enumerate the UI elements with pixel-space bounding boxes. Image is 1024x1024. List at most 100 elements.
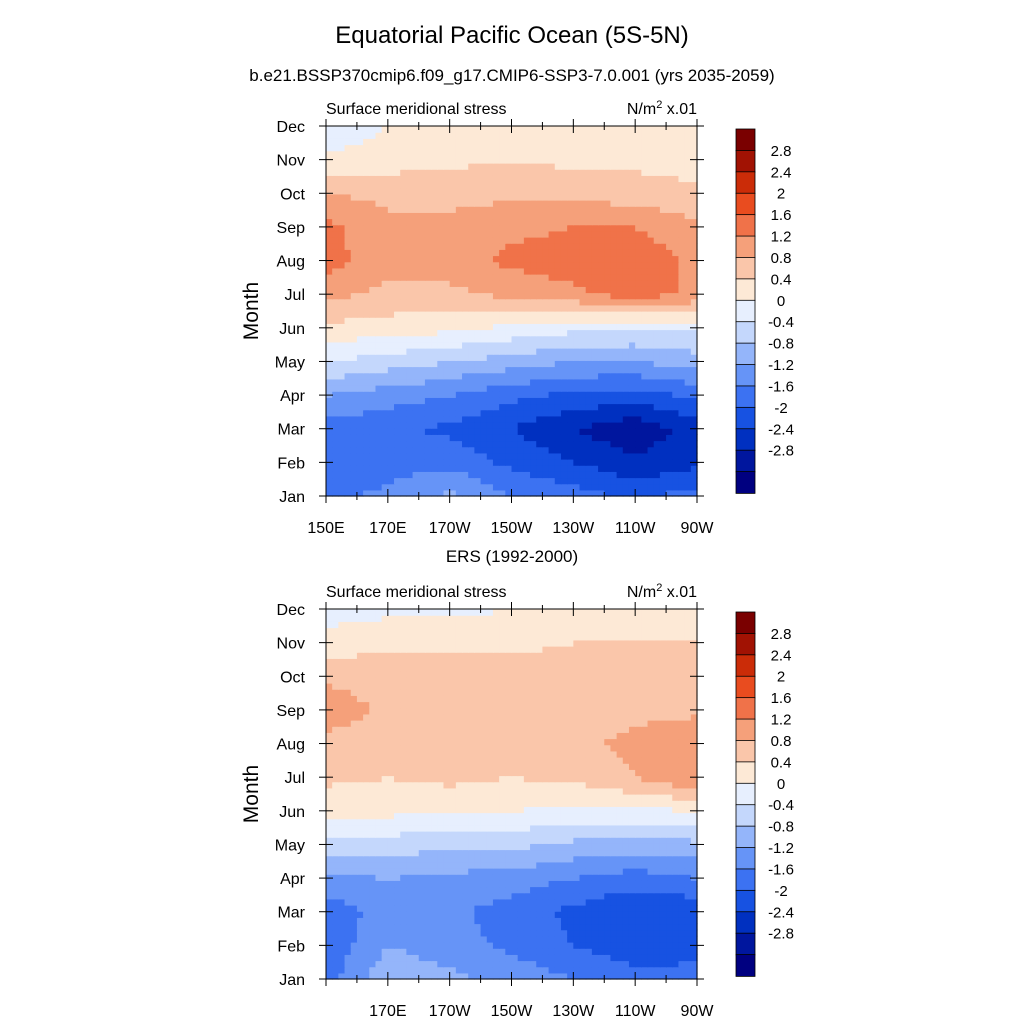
panel-2-heading: ERS (1992-2000) (445, 547, 579, 566)
y-tick-label: Apr (280, 388, 306, 405)
colorbar-label: 2.8 (771, 143, 792, 160)
y-tick-label: Oct (280, 669, 305, 686)
y-tick-label: Jul (285, 287, 305, 304)
units-string: N/m2 x.01 (627, 582, 697, 601)
x-tick-label: 110W (615, 1003, 657, 1020)
y-tick-label: Sep (277, 703, 306, 720)
colorbar-label: -2 (774, 400, 787, 417)
colorbar-label: -0.8 (768, 336, 794, 353)
y-tick-label: Jan (279, 972, 305, 989)
y-tick-label: Jun (279, 321, 305, 338)
y-tick-label: Dec (277, 119, 305, 136)
colorbar-swatch (735, 633, 756, 656)
colorbar-label: -1.6 (768, 378, 794, 395)
colorbar-label: -1.2 (768, 840, 794, 857)
field-2 (326, 609, 698, 980)
colorbar-label: 1.6 (771, 207, 792, 224)
x-tick-label: 150W (491, 1003, 534, 1020)
y-axis-title: Month (240, 765, 263, 823)
x-tick-label: 170E (369, 520, 406, 537)
colorbar-label: 0.8 (771, 250, 792, 267)
y-tick-label: Jun (279, 804, 305, 821)
x-tick-label: 110W (615, 520, 657, 537)
field-1 (326, 126, 698, 497)
colorbar-label: -2.4 (768, 421, 794, 438)
x-tick-label: 170W (429, 520, 472, 537)
colorbar-label: 1.6 (771, 690, 792, 707)
colorbar-swatch (735, 868, 756, 892)
colorbar-label: -2.4 (768, 904, 794, 921)
figure-subtitle: b.e21.BSSP370cmip6.f09_g17.CMIP6-SSP3-7.… (249, 66, 775, 85)
x-tick-label: 130W (552, 1003, 595, 1020)
colorbar-label: -2.8 (768, 926, 794, 943)
colorbar-label: 2.4 (771, 164, 792, 181)
x-tick-label: 90W (681, 1003, 715, 1020)
colorbar-label: 0.4 (771, 754, 792, 771)
colorbar-swatch (735, 954, 756, 977)
figure-title: Equatorial Pacific Ocean (5S-5N) (335, 22, 689, 49)
colorbar-swatch (735, 611, 756, 635)
y-tick-label: Aug (277, 254, 305, 271)
colorbar-swatch (735, 889, 756, 913)
colorbar-label: -1.2 (768, 357, 794, 374)
x-tick-label: 90W (681, 520, 715, 537)
y-tick-label: Jul (285, 770, 305, 787)
y-tick-label: Feb (277, 938, 305, 955)
colorbar-1: 2.8 2.4 2 1.6 1.2 0.8 0.4 0 -0.4 -0.8 -1.2 -1.6 -2 -2… (735, 128, 794, 494)
x-tick-label: 150E (307, 520, 344, 537)
y-tick-label: Aug (277, 737, 305, 754)
colorbar-swatch (735, 654, 756, 678)
colorbar-label: 2.4 (771, 647, 792, 664)
y-tick-label: Sep (277, 220, 306, 237)
y-tick-label: Dec (277, 602, 305, 619)
colorbar-swatch (735, 804, 756, 827)
colorbar-label: -2.8 (768, 443, 794, 460)
y-tick-label: Jan (279, 489, 305, 506)
colorbar-swatch (735, 761, 756, 785)
colorbar-label: -0.8 (768, 819, 794, 836)
colorbar-label: -0.4 (768, 314, 794, 331)
colorbar-swatch (735, 932, 756, 956)
colorbar-label: 0.8 (771, 733, 792, 750)
colorbar-label: 1.2 (771, 229, 792, 246)
colorbar-label: -0.4 (768, 797, 794, 814)
colorbar-label: 2.8 (771, 626, 792, 643)
colorbar-swatch (735, 675, 756, 699)
colorbar-swatch (735, 718, 756, 742)
left-string: Surface meridional stress (326, 101, 507, 118)
colorbar-label: 2 (777, 669, 785, 686)
colorbar-swatch (735, 697, 756, 720)
y-tick-label: Mar (277, 422, 305, 439)
colorbar-label: 1.2 (771, 712, 792, 729)
colorbar-swatch (735, 911, 756, 934)
colorbar-label: -1.6 (768, 861, 794, 878)
y-axis-title: Month (240, 282, 263, 340)
colorbar-swatch (735, 847, 756, 870)
colorbar-label: 0 (777, 293, 785, 310)
x-tick-label: 170W (429, 1003, 472, 1020)
y-tick-label: May (275, 837, 305, 854)
x-tick-label: 130W (552, 520, 595, 537)
y-tick-label: May (275, 354, 305, 371)
y-tick-label: Nov (277, 153, 305, 170)
left-string: Surface meridional stress (326, 584, 507, 601)
colorbar-2: 2.8 2.4 2 1.6 1.2 0.8 0.4 0 -0.4 -0.8 -1.2 -1.6 -2 -2… (735, 611, 794, 977)
colorbar-label: 0.4 (771, 271, 792, 288)
x-tick-label: 150W (491, 520, 534, 537)
colorbar-swatch (735, 740, 756, 763)
y-tick-label: Mar (277, 905, 305, 922)
colorbar-swatch (735, 825, 756, 849)
y-tick-label: Nov (277, 636, 305, 653)
colorbar-swatch (735, 782, 756, 806)
colorbar-label: 0 (777, 776, 785, 793)
colorbar-swatch (735, 471, 756, 494)
x-tick-label: 170E (369, 1003, 406, 1020)
y-tick-label: Feb (277, 455, 305, 472)
colorbar-label: 2 (777, 186, 785, 203)
units-string: N/m2 x.01 (627, 99, 697, 118)
colorbar-label: -2 (774, 883, 787, 900)
y-tick-label: Oct (280, 186, 305, 203)
y-tick-label: Apr (280, 871, 306, 888)
